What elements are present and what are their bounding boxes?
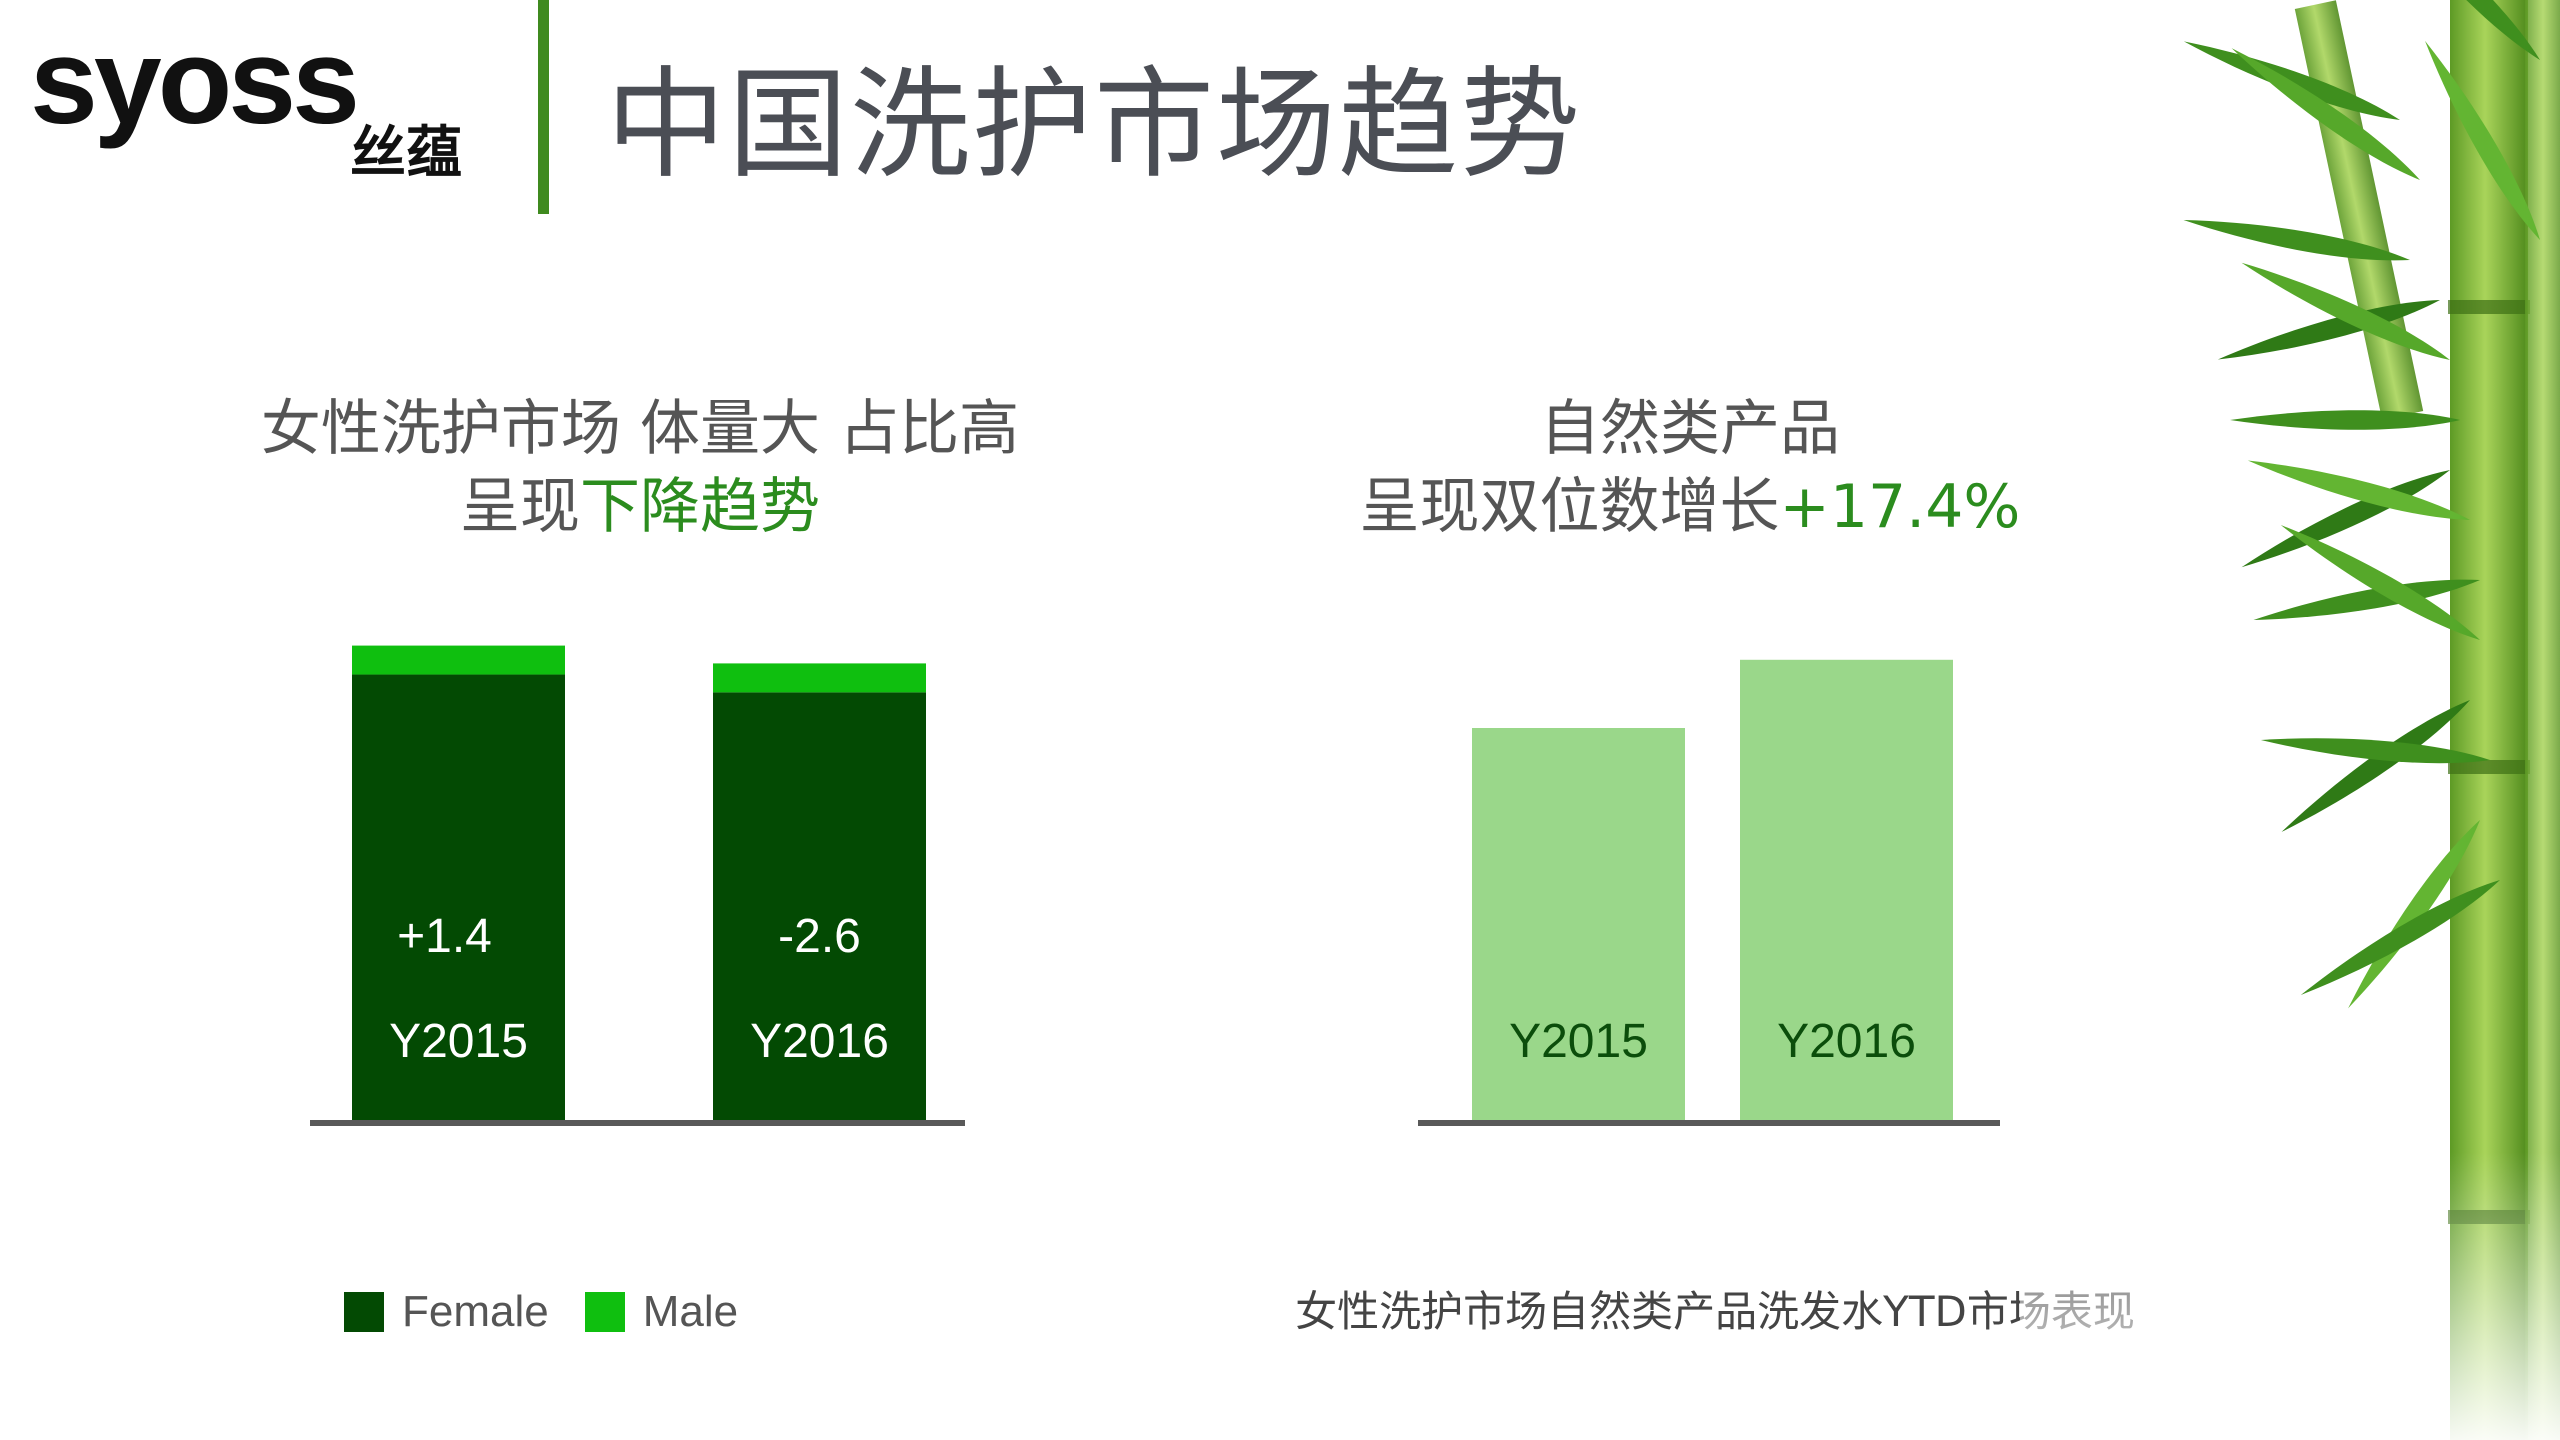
change-label-y2016: -2.6	[778, 910, 861, 963]
right-heading-highlight: +17.4%	[1779, 472, 2021, 542]
slide-title: 中国洗护市场趋势	[606, 56, 1582, 195]
category-label-natural-y2016: Y2016	[1777, 1015, 1916, 1068]
legend-label-male: Male	[642, 1287, 739, 1336]
left-heading-line1: 女性洗护市场 体量大 占比高	[260, 394, 1020, 464]
left-panel-heading: 女性洗护市场 体量大 占比高 呈现下降趋势	[140, 390, 1140, 546]
legend-label-female: Female	[402, 1287, 549, 1336]
bar-female-y2016	[713, 692, 926, 1120]
category-label-y2015: Y2015	[389, 1015, 528, 1068]
chart-legend: Female Male	[344, 1282, 738, 1342]
right-panel-heading: 自然类产品 呈现双位数增长+17.4%	[1240, 390, 2140, 546]
change-label-y2015: +1.4	[397, 910, 492, 963]
left-heading-line2-plain: 呈现	[460, 472, 580, 542]
left-heading-line2: 呈现下降趋势	[140, 468, 1140, 546]
category-label-natural-y2015: Y2015	[1509, 1015, 1648, 1068]
legend-swatch-female	[344, 1292, 384, 1332]
right-heading-line2-plain: 呈现双位数增长	[1359, 472, 1780, 542]
syoss-logo: syoss 丝蕴	[30, 20, 500, 200]
category-label-y2016: Y2016	[750, 1015, 889, 1068]
bamboo-decoration	[2020, 0, 2560, 1440]
stacked-bar-chart-gender: Y2015 +1.4 Y2016 -2.6	[300, 600, 980, 1140]
right-heading-line2: 呈现双位数增长+17.4%	[1240, 468, 2140, 546]
bar-chart-natural-products: Y2015 Y2016	[1400, 600, 2020, 1140]
legend-swatch-male	[584, 1292, 625, 1332]
bar-male-y2015	[352, 645, 565, 675]
logo-chinese-name: 丝蕴	[350, 121, 462, 186]
stacked-bar-chart-svg: Y2015 +1.4 Y2016 -2.6	[310, 645, 965, 1126]
bar-natural-y2016	[1740, 659, 1953, 1120]
right-heading-line1: 自然类产品	[1540, 394, 1840, 464]
title-divider	[538, 0, 549, 214]
bar-female-y2015	[352, 674, 565, 1120]
logo-wordmark: syoss	[30, 13, 360, 149]
right-chart-caption: 女性洗护市场自然类产品洗发水YTD市场表现	[1295, 1287, 2135, 1336]
natural-bar-chart-svg: Y2015 Y2016	[1418, 659, 2000, 1126]
bar-male-y2016	[713, 663, 926, 693]
left-heading-highlight: 下降趋势	[580, 472, 820, 542]
bar-natural-y2015	[1472, 728, 1685, 1120]
legend-item-female: Female	[344, 1287, 549, 1337]
legend-item-male: Male	[584, 1287, 739, 1337]
